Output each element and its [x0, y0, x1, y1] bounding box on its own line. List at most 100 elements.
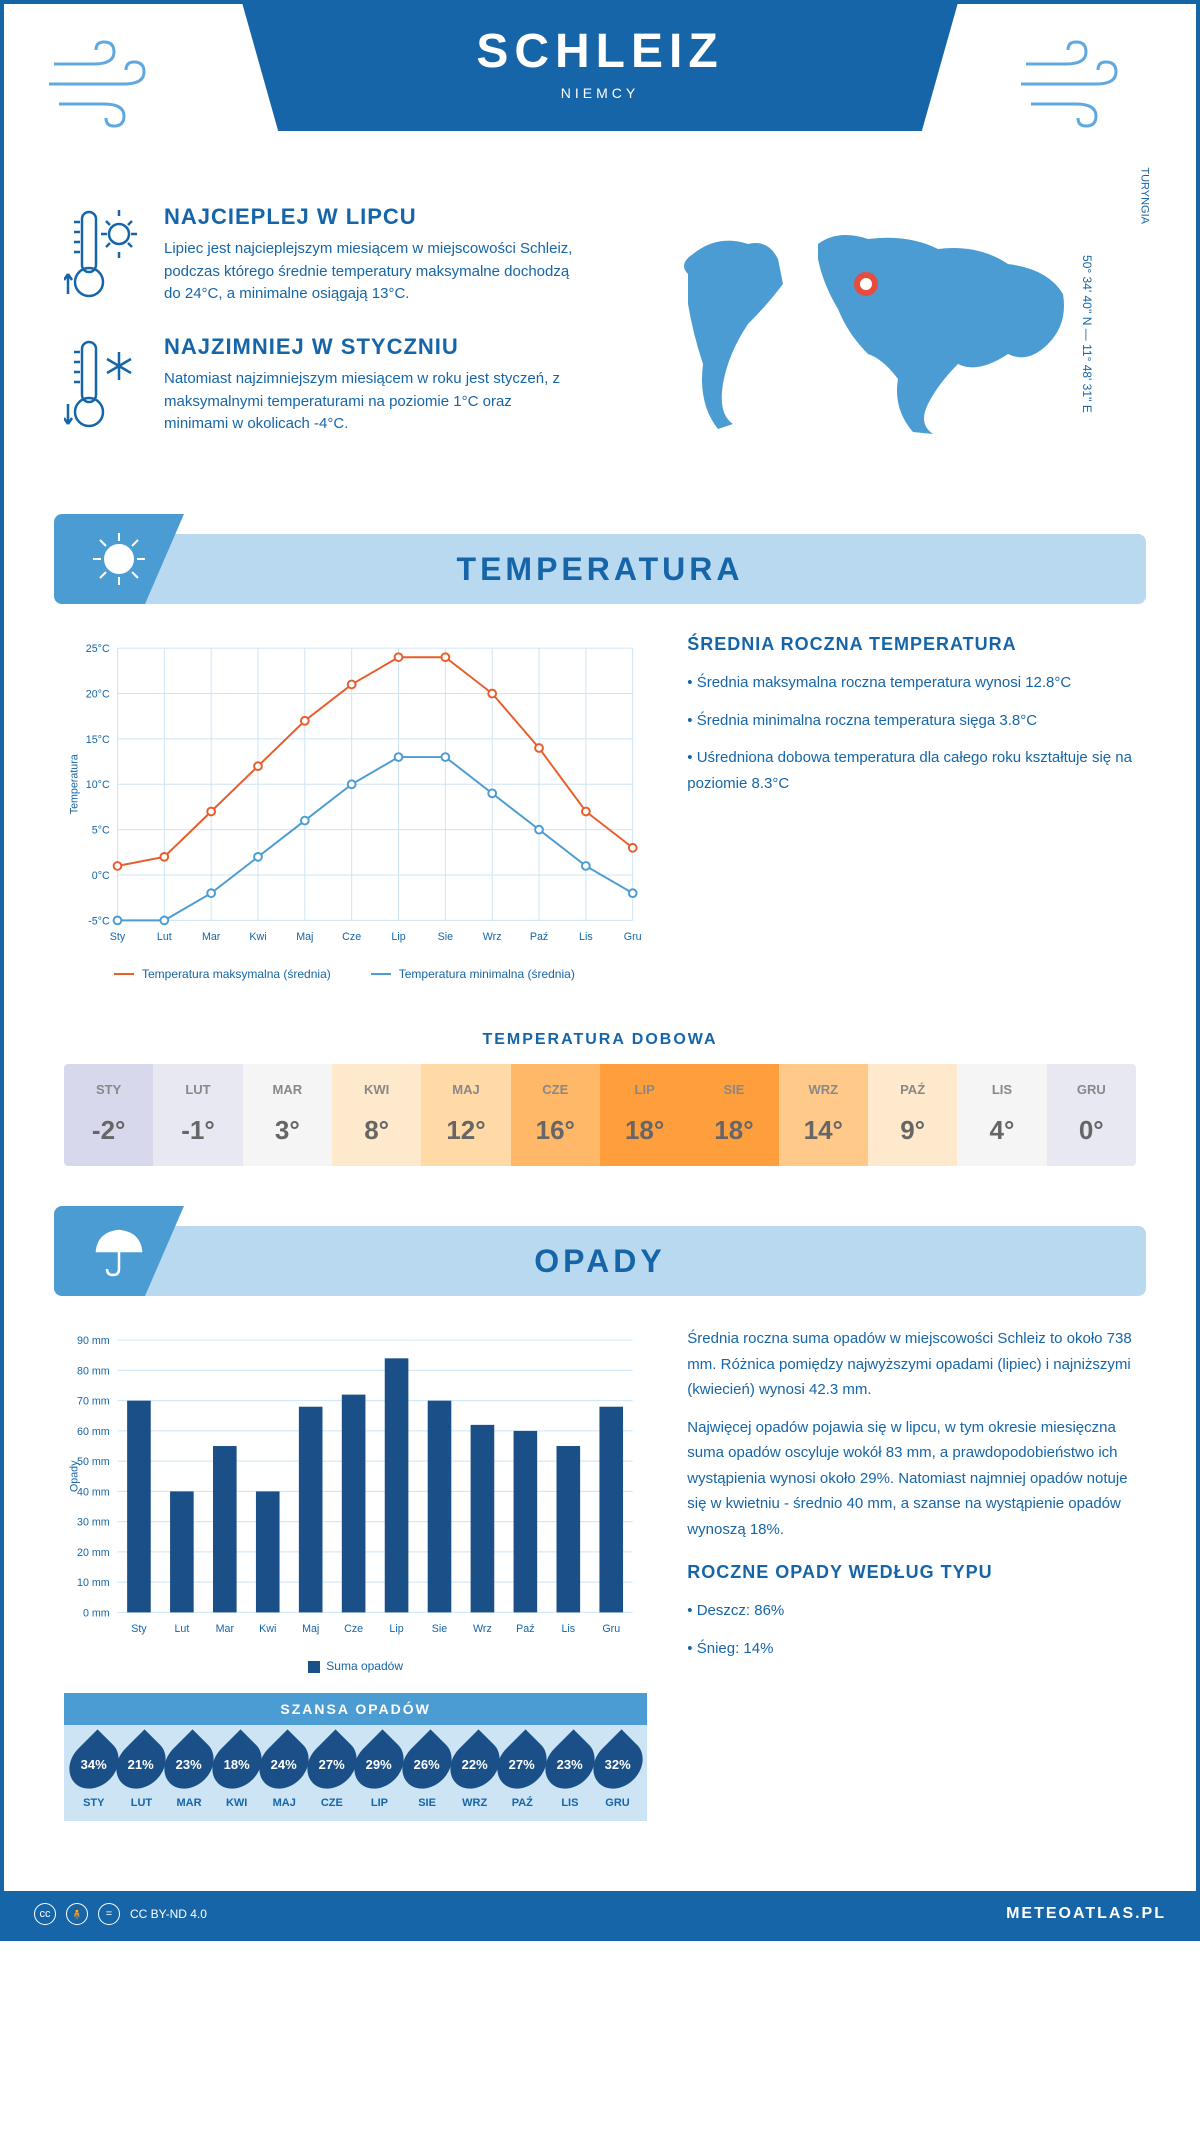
svg-text:Maj: Maj — [296, 931, 313, 943]
wind-icon-left — [44, 34, 184, 139]
svg-text:50 mm: 50 mm — [77, 1456, 110, 1468]
chance-cell: 29%LIP — [356, 1737, 404, 1809]
fact-coldest: NAJZIMNIEJ W STYCZNIU Natomiast najzimni… — [64, 334, 580, 439]
section-title-precipitation: OPADY — [534, 1243, 665, 1280]
temp-cell: KWI8° — [332, 1064, 421, 1166]
license-text: CC BY-ND 4.0 — [130, 1907, 207, 1921]
svg-text:Paź: Paź — [516, 1623, 534, 1635]
svg-text:Lut: Lut — [174, 1623, 189, 1635]
fact-hot-title: NAJCIEPLEJ W LIPCU — [164, 204, 580, 230]
precipitation-chance-box: SZANSA OPADÓW 34%STY21%LUT23%MAR18%KWI24… — [64, 1693, 647, 1821]
svg-text:Sty: Sty — [131, 1623, 147, 1635]
legend-precip: Suma opadów — [326, 1659, 403, 1673]
svg-text:60 mm: 60 mm — [77, 1426, 110, 1438]
footer: cc 🧍 = CC BY-ND 4.0 METEOATLAS.PL — [4, 1891, 1196, 1937]
legend-max: Temperatura maksymalna (średnia) — [142, 967, 331, 981]
intro-section: NAJCIEPLEJ W LIPCU Lipiec jest najcieple… — [4, 184, 1196, 494]
precip-p1: Średnia roczna suma opadów w miejscowośc… — [687, 1326, 1136, 1403]
svg-text:Kwi: Kwi — [249, 931, 266, 943]
svg-text:Temperatura: Temperatura — [69, 754, 81, 814]
svg-text:Sty: Sty — [110, 931, 126, 943]
temp-cell: GRU0° — [1047, 1064, 1136, 1166]
chance-cell: 24%MAJ — [260, 1737, 308, 1809]
svg-text:Paź: Paź — [530, 931, 548, 943]
section-header-precipitation: OPADY — [54, 1206, 1146, 1296]
world-map — [668, 214, 1088, 454]
svg-text:25°C: 25°C — [86, 643, 110, 655]
svg-text:0°C: 0°C — [92, 870, 110, 882]
svg-text:Wrz: Wrz — [483, 931, 502, 943]
temp-annual-b3: • Uśredniona dobowa temperatura dla całe… — [687, 745, 1136, 796]
precip-types-title: ROCZNE OPADY WEDŁUG TYPU — [687, 1562, 1136, 1583]
svg-text:Wrz: Wrz — [473, 1623, 492, 1635]
temp-cell: MAR3° — [243, 1064, 332, 1166]
svg-text:Lip: Lip — [389, 1623, 403, 1635]
svg-text:0 mm: 0 mm — [83, 1607, 110, 1619]
svg-text:Lut: Lut — [157, 931, 172, 943]
chance-cell: 26%SIE — [403, 1737, 451, 1809]
svg-text:Lis: Lis — [579, 931, 593, 943]
temp-cell: LIS4° — [957, 1064, 1046, 1166]
temp-cell: SIE18° — [689, 1064, 778, 1166]
temperature-line-chart: -5°C0°C5°C10°C15°C20°C25°CStyLutMarKwiMa… — [64, 634, 647, 954]
temp-cell: STY-2° — [64, 1064, 153, 1166]
svg-text:Gru: Gru — [602, 1623, 620, 1635]
thermometer-cold-icon — [64, 334, 144, 439]
site-name: METEOATLAS.PL — [1006, 1905, 1166, 1923]
precip-p2: Najwięcej opadów pojawia się w lipcu, w … — [687, 1415, 1136, 1543]
svg-text:Mar: Mar — [216, 1623, 235, 1635]
precipitation-bar-chart: 0 mm10 mm20 mm30 mm40 mm50 mm60 mm70 mm8… — [64, 1326, 647, 1646]
legend-min: Temperatura minimalna (średnia) — [399, 967, 575, 981]
wind-icon-right — [1016, 34, 1156, 139]
svg-text:Opady: Opady — [69, 1460, 81, 1492]
svg-text:Sie: Sie — [432, 1623, 448, 1635]
svg-text:30 mm: 30 mm — [77, 1517, 110, 1529]
temp-chart-legend: Temperatura maksymalna (średnia) Tempera… — [64, 967, 647, 981]
chance-cell: 27%PAŹ — [498, 1737, 546, 1809]
nd-icon: = — [98, 1903, 120, 1925]
chance-title: SZANSA OPADÓW — [64, 1693, 647, 1725]
country-subtitle: NIEMCY — [242, 85, 957, 101]
fact-cold-title: NAJZIMNIEJ W STYCZNIU — [164, 334, 580, 360]
svg-text:Sie: Sie — [438, 931, 454, 943]
temp-cell: PAŹ9° — [868, 1064, 957, 1166]
svg-text:5°C: 5°C — [92, 825, 110, 837]
temp-annual-title: ŚREDNIA ROCZNA TEMPERATURA — [687, 634, 1136, 655]
svg-text:Maj: Maj — [302, 1623, 319, 1635]
svg-text:-5°C: -5°C — [88, 915, 110, 927]
temp-cell: CZE16° — [511, 1064, 600, 1166]
svg-text:80 mm: 80 mm — [77, 1365, 110, 1377]
chance-cell: 21%LUT — [118, 1737, 166, 1809]
fact-warmest: NAJCIEPLEJ W LIPCU Lipiec jest najcieple… — [64, 204, 580, 309]
svg-text:Lis: Lis — [561, 1623, 575, 1635]
svg-text:Cze: Cze — [342, 931, 361, 943]
precip-snow: • Śnieg: 14% — [687, 1636, 1136, 1662]
daily-temperature-table: TEMPERATURA DOBOWA STY-2°LUT-1°MAR3°KWI8… — [64, 1031, 1136, 1166]
chance-cell: 18%KWI — [213, 1737, 261, 1809]
svg-text:20 mm: 20 mm — [77, 1547, 110, 1559]
svg-text:Mar: Mar — [202, 931, 221, 943]
precip-rain: • Deszcz: 86% — [687, 1598, 1136, 1624]
svg-text:70 mm: 70 mm — [77, 1396, 110, 1408]
chance-cell: 22%WRZ — [451, 1737, 499, 1809]
fact-cold-text: Natomiast najzimniejszym miesiącem w rok… — [164, 368, 580, 436]
fact-hot-text: Lipiec jest najcieplejszym miesiącem w m… — [164, 238, 580, 306]
daily-temp-title: TEMPERATURA DOBOWA — [64, 1031, 1136, 1049]
cc-icon: cc — [34, 1903, 56, 1925]
svg-text:40 mm: 40 mm — [77, 1486, 110, 1498]
city-title: SCHLEIZ — [242, 24, 957, 79]
precip-chart-legend: Suma opadów — [64, 1659, 647, 1673]
svg-text:15°C: 15°C — [86, 734, 110, 746]
svg-text:10°C: 10°C — [86, 779, 110, 791]
section-title-temperature: TEMPERATURA — [457, 551, 744, 588]
svg-text:Lip: Lip — [391, 931, 405, 943]
chance-cell: 34%STY — [70, 1737, 118, 1809]
by-icon: 🧍 — [66, 1903, 88, 1925]
svg-text:Cze: Cze — [344, 1623, 363, 1635]
section-header-temperature: TEMPERATURA — [54, 514, 1146, 604]
svg-text:90 mm: 90 mm — [77, 1335, 110, 1347]
temp-annual-b1: • Średnia maksymalna roczna temperatura … — [687, 670, 1136, 696]
chance-cell: 23%MAR — [165, 1737, 213, 1809]
temp-cell: LIP18° — [600, 1064, 689, 1166]
hero-banner: SCHLEIZ NIEMCY — [4, 4, 1196, 184]
